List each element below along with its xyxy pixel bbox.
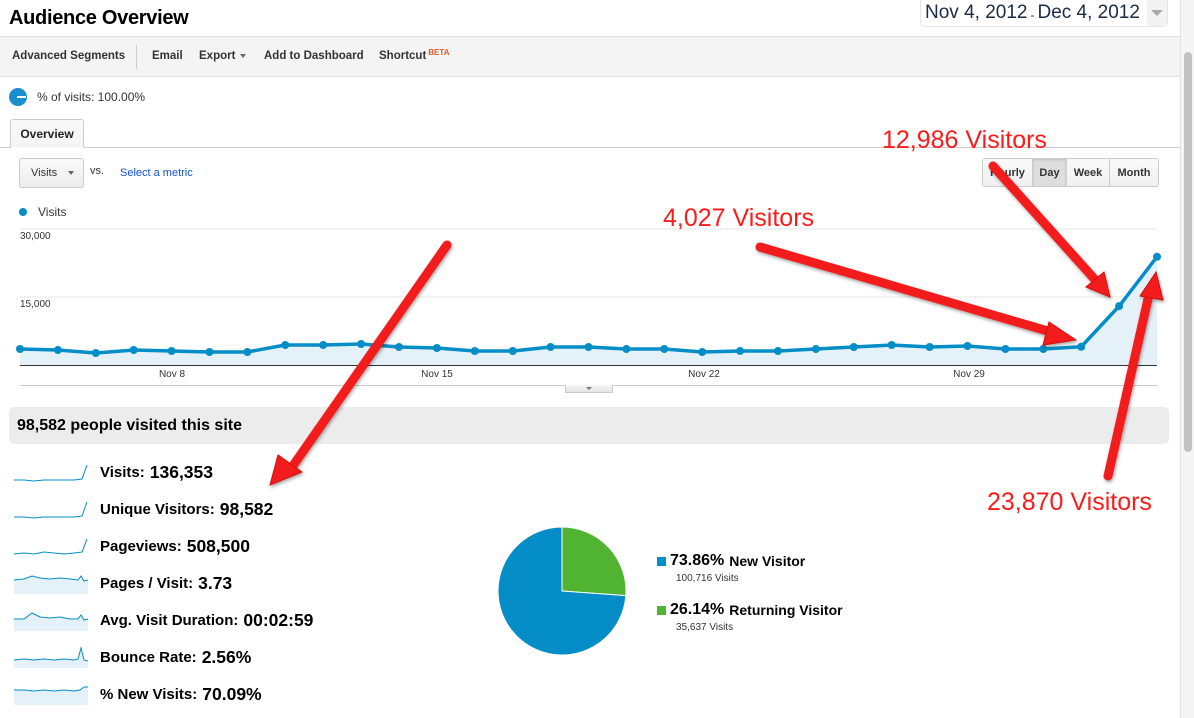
y-tick-30000: 30,000: [20, 231, 51, 242]
segment-label: % of visits: 100.00%: [37, 90, 146, 104]
pie-name: Returning Visitor: [729, 602, 843, 618]
y-tick-15000: 15,000: [20, 299, 51, 310]
chevron-down-icon: [68, 171, 75, 175]
date-range-end: Dec 4, 2012: [1037, 2, 1140, 23]
sparkline-visits-icon: [14, 464, 88, 482]
legend-label: Visits: [38, 205, 67, 219]
annotation-23870: 23,870 Visitors: [987, 488, 1152, 516]
period-toggle: Hourly Day Week Month: [982, 158, 1159, 187]
stat-pages-per-visit[interactable]: Pages / Visit: 3.73: [14, 571, 414, 595]
sparkline-avg-duration-icon: [14, 612, 88, 631]
date-range-separator: -: [1030, 8, 1035, 22]
stat-pageviews[interactable]: Pageviews: 508,500: [14, 534, 414, 558]
stat-value: 3.73: [198, 572, 233, 593]
beta-badge: BETA: [428, 48, 450, 57]
stat-value: 70.09%: [202, 683, 262, 704]
vs-label: vs.: [90, 165, 105, 177]
series-dot-icon: [19, 208, 27, 216]
chart-legend: Visits: [19, 205, 66, 219]
stat-label: % New Visits:: [100, 685, 198, 703]
new-visitor-swatch-icon: [657, 556, 666, 566]
advanced-segments-button[interactable]: Advanced Segments: [12, 50, 126, 62]
metric-dropdown[interactable]: Visits: [19, 158, 84, 188]
stat-label: Bounce Rate:: [100, 648, 197, 666]
stat-label: Pageviews:: [100, 537, 182, 555]
stat-avg-visit-duration[interactable]: Avg. Visit Duration: 00:02:59: [14, 608, 414, 632]
sparkline-new-visits-icon: [14, 686, 88, 705]
tab-overview[interactable]: Overview: [10, 119, 84, 148]
stat-unique-visitors[interactable]: Unique Visitors: 98,582: [14, 497, 414, 521]
sparkline-pageviews-icon: [14, 538, 88, 555]
pie-visits: 35,637 Visits: [676, 622, 734, 633]
summary-headline: 98,582 people visited this site: [9, 407, 1169, 444]
tab-bar-line: [0, 147, 1180, 148]
pie-pct: 73.86%: [670, 552, 725, 569]
segment-pie-icon: [9, 88, 27, 106]
stat-visits[interactable]: Visits: 136,353: [14, 460, 414, 484]
period-day-button[interactable]: Day: [1033, 159, 1067, 186]
chevron-down-icon: [586, 387, 592, 390]
add-to-dashboard-button[interactable]: Add to Dashboard: [264, 50, 364, 62]
stat-value: 508,500: [186, 535, 250, 556]
period-month-button[interactable]: Month: [1110, 159, 1158, 186]
annotation-4027: 4,027 Visitors: [663, 204, 815, 232]
email-button[interactable]: Email: [152, 50, 183, 62]
visits-line-chart[interactable]: [0, 225, 1180, 385]
visitor-type-pie-chart[interactable]: [497, 526, 627, 656]
report-toolbar: Advanced Segments Email Export Add to Da…: [0, 36, 1180, 77]
x-tick-nov22: Nov 22: [688, 369, 720, 380]
caret-down-icon: [240, 53, 247, 58]
sparkline-unique-visitors-icon: [14, 501, 88, 519]
vertical-scrollbar[interactable]: [1180, 0, 1194, 718]
period-hourly-button[interactable]: Hourly: [983, 159, 1033, 186]
toolbar-divider: [136, 45, 137, 69]
chart-collapse-handle[interactable]: [565, 385, 613, 393]
date-range-picker[interactable]: Nov 4, 2012 - Dec 4, 2012: [920, 0, 1168, 27]
stat-label: Unique Visitors:: [100, 500, 215, 518]
stat-value: 98,582: [219, 498, 274, 519]
shortcut-label: Shortcut: [379, 50, 427, 62]
sparkline-pages-per-visit-icon: [14, 575, 88, 594]
segment-indicator: % of visits: 100.00%: [9, 88, 145, 106]
export-label: Export: [199, 50, 236, 62]
stat-value: 00:02:59: [243, 609, 314, 630]
stat-new-visits[interactable]: % New Visits: 70.09%: [14, 682, 414, 706]
chevron-down-icon[interactable]: [1147, 0, 1167, 26]
stat-value: 2.56%: [201, 646, 252, 667]
page-title: Audience Overview: [9, 7, 189, 29]
pie-pct: 26.14%: [670, 601, 725, 618]
stat-value: 136,353: [149, 461, 214, 482]
pie-legend-returning[interactable]: 26.14% Returning Visitor 35,637 Visits: [657, 601, 843, 633]
period-week-button[interactable]: Week: [1067, 159, 1110, 186]
shortcut-button[interactable]: Shortcut BETA: [379, 48, 450, 62]
export-button[interactable]: Export: [199, 50, 247, 62]
stat-label: Avg. Visit Duration:: [100, 611, 239, 629]
select-metric-link[interactable]: Select a metric: [120, 167, 193, 179]
sparkline-bounce-rate-icon: [14, 646, 88, 668]
pie-name: New Visitor: [729, 553, 806, 569]
metric-dropdown-label: Visits: [31, 167, 58, 179]
scrollbar-thumb[interactable]: [1184, 52, 1192, 452]
returning-visitor-swatch-icon: [657, 605, 666, 615]
pie-legend-new[interactable]: 73.86% New Visitor 100,716 Visits: [657, 552, 805, 584]
x-tick-nov15: Nov 15: [421, 369, 453, 380]
date-range-start: Nov 4, 2012: [925, 2, 1028, 23]
x-tick-nov29: Nov 29: [953, 369, 985, 380]
stat-label: Visits:: [100, 463, 145, 481]
stat-bounce-rate[interactable]: Bounce Rate: 2.56%: [14, 645, 414, 669]
pie-visits: 100,716 Visits: [676, 573, 739, 584]
stat-label: Pages / Visit:: [100, 574, 194, 592]
annotation-12986: 12,986 Visitors: [882, 126, 1047, 154]
x-tick-nov8: Nov 8: [158, 369, 186, 380]
